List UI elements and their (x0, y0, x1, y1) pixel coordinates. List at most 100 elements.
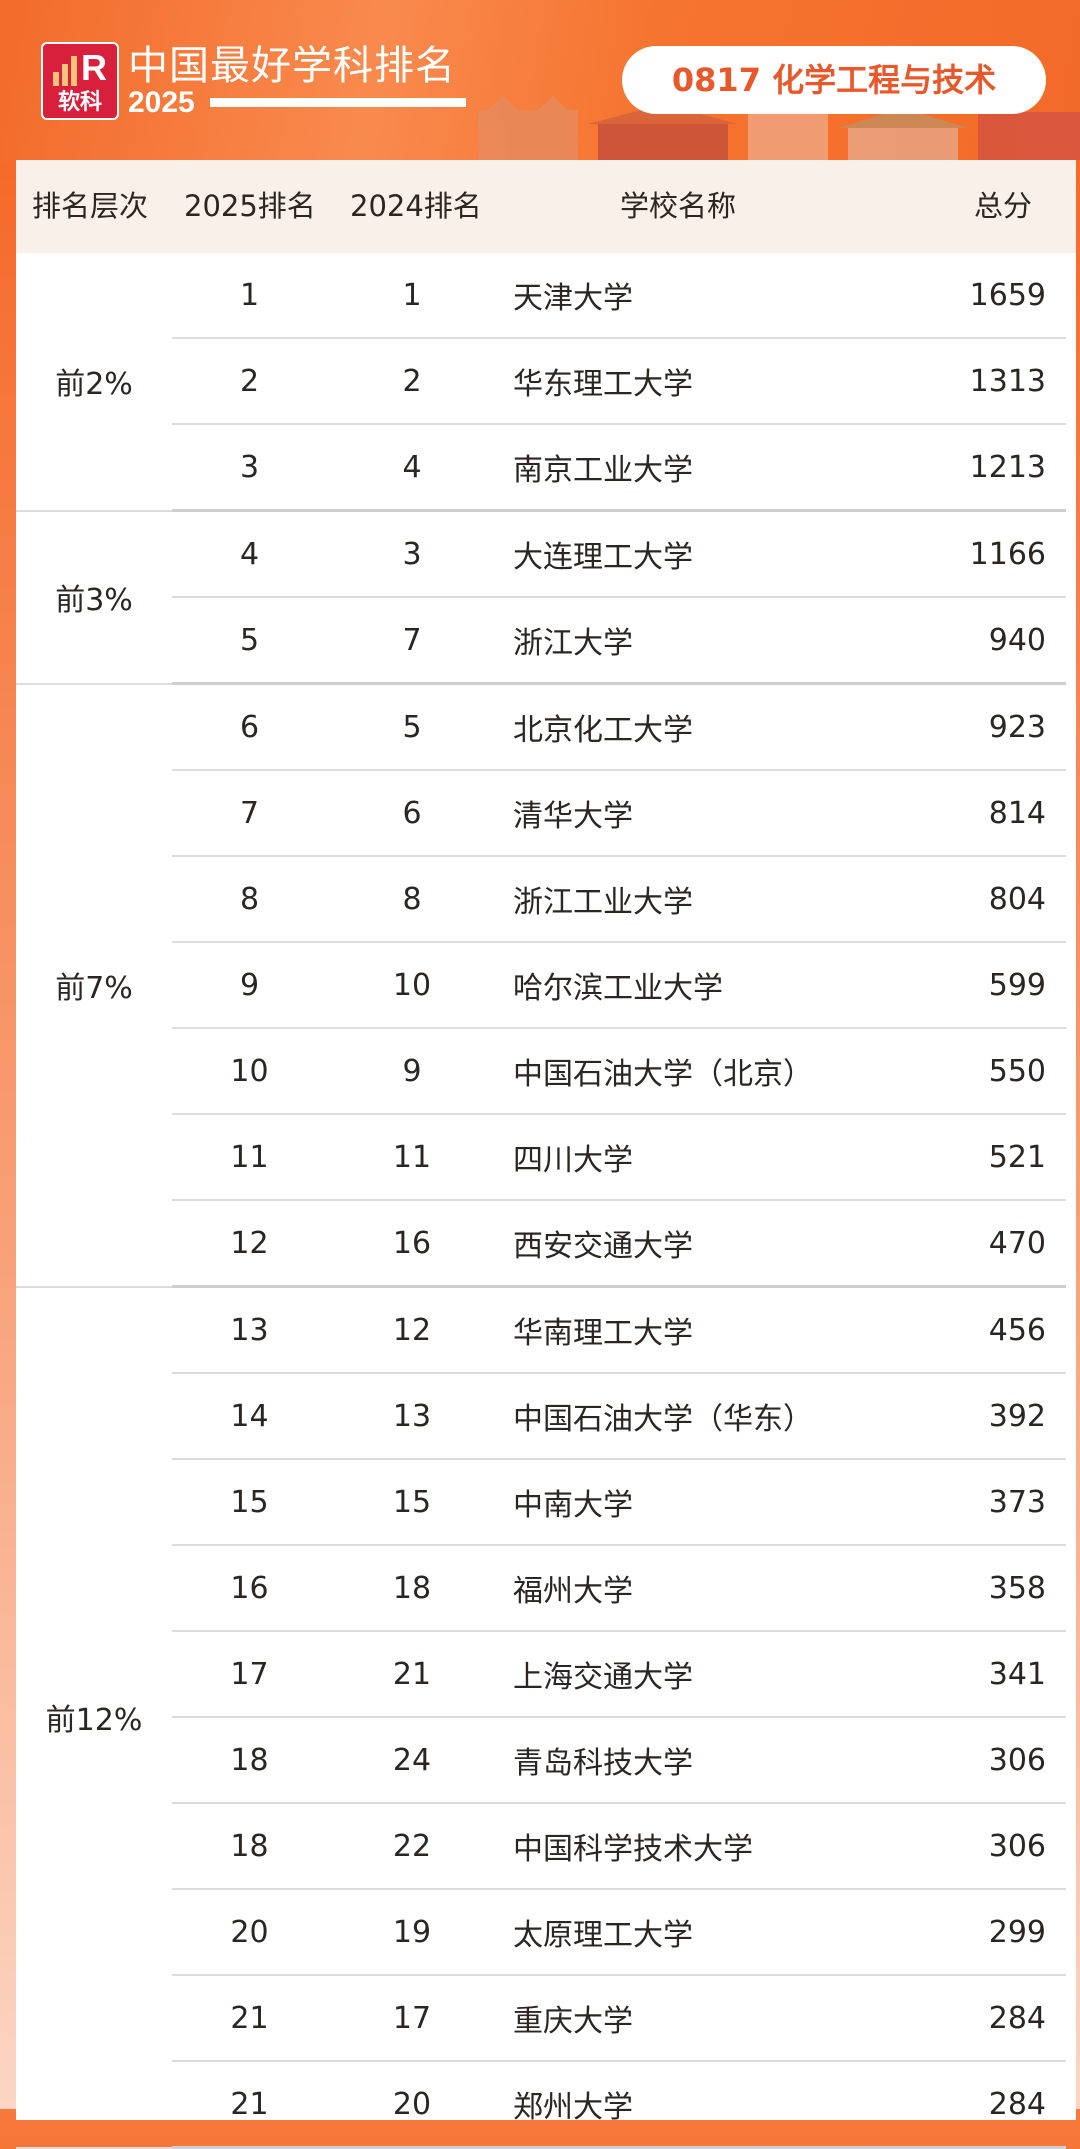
school-name-cell: 中南大学 (497, 1459, 886, 1546)
rank-2025-cell: 12 (172, 1200, 327, 1288)
rank-2025-cell: 3 (172, 424, 327, 512)
table-row: 7 6 清华大学 814 (16, 770, 1066, 857)
score-cell: 392 (886, 1373, 1066, 1460)
score-cell: 814 (886, 770, 1066, 857)
column-header-rank-2024: 2024排名 (350, 189, 482, 223)
rank-2025-cell: 9 (172, 942, 327, 1029)
score-cell: 521 (886, 1114, 1066, 1201)
school-name-cell: 中国石油大学（北京） (497, 1028, 886, 1115)
table-row: 2 2 华东理工大学 1313 (16, 338, 1066, 425)
rank-2024-cell: 6 (327, 770, 497, 857)
school-name-cell: 四川大学 (497, 1114, 886, 1201)
rank-2025-cell: 7 (172, 770, 327, 857)
school-name-cell: 上海交通大学 (497, 1631, 886, 1718)
rank-2025-cell: 5 (172, 597, 327, 685)
tier-cell: 前12% (16, 1286, 172, 2149)
table-row: 3 4 南京工业大学 1213 (16, 424, 1066, 512)
table-row: 11 11 四川大学 521 (16, 1114, 1066, 1201)
score-cell: 804 (886, 856, 1066, 943)
score-cell: 373 (886, 1459, 1066, 1546)
table-row: 18 22 中国科学技术大学 306 (16, 1803, 1066, 1890)
school-name-cell: 浙江大学 (497, 597, 886, 685)
rank-2024-cell: 7 (327, 597, 497, 685)
rank-2024-cell: 17 (327, 1975, 497, 2062)
rank-2025-cell: 20 (172, 1889, 327, 1976)
table-header: 排名层次 2025排名 2024排名 学校名称 总分 (16, 160, 1076, 253)
school-name-cell: 青岛科技大学 (497, 1717, 886, 1804)
rank-2024-cell: 12 (327, 1286, 497, 1374)
rank-2025-cell: 18 (172, 1803, 327, 1890)
table-row: 前7% 6 5 北京化工大学 923 (16, 683, 1066, 1288)
column-header-score: 总分 (974, 189, 1033, 223)
rank-2024-cell: 1 (327, 253, 497, 339)
school-name-cell: 天津大学 (497, 253, 886, 339)
rank-2025-cell: 21 (172, 2061, 327, 2149)
rank-2025-cell: 13 (172, 1286, 327, 1374)
score-cell: 284 (886, 1975, 1066, 2062)
rank-2024-cell: 5 (327, 683, 497, 771)
rank-2025-cell: 1 (172, 253, 327, 339)
table-row: 前2% 1 1 天津大学 1659 (16, 253, 1066, 512)
column-header-school: 学校名称 (620, 189, 737, 223)
table-row: 12 16 西安交通大学 470 (16, 1200, 1066, 1288)
divider (210, 98, 466, 107)
table-row: 9 10 哈尔滨工业大学 599 (16, 942, 1066, 1029)
rank-2024-cell: 21 (327, 1631, 497, 1718)
rank-2024-cell: 3 (327, 510, 497, 598)
shanghairanking-logo: R 软科 (41, 42, 119, 120)
school-name-cell: 中国石油大学（华东） (497, 1373, 886, 1460)
school-name-cell: 大连理工大学 (497, 510, 886, 598)
rank-2025-cell: 21 (172, 1975, 327, 2062)
score-cell: 599 (886, 942, 1066, 1029)
rank-2024-cell: 10 (327, 942, 497, 1029)
score-cell: 1166 (886, 510, 1066, 598)
rank-2025-cell: 16 (172, 1545, 327, 1632)
rank-2024-cell: 2 (327, 338, 497, 425)
rank-2025-cell: 8 (172, 856, 327, 943)
rank-2024-cell: 9 (327, 1028, 497, 1115)
score-cell: 1213 (886, 424, 1066, 512)
score-cell: 341 (886, 1631, 1066, 1718)
column-header-rank-2025: 2025排名 (184, 189, 316, 223)
rank-2024-cell: 24 (327, 1717, 497, 1804)
school-name-cell: 郑州大学 (497, 2061, 886, 2149)
table-row: 21 17 重庆大学 284 (16, 1975, 1066, 2062)
tier-cell: 前2% (16, 253, 172, 512)
score-cell: 923 (886, 683, 1066, 771)
rank-2024-cell: 16 (327, 1200, 497, 1288)
rank-2024-cell: 13 (327, 1373, 497, 1460)
rank-2025-cell: 11 (172, 1114, 327, 1201)
ranking-table-card: 排名层次 2025排名 2024排名 学校名称 总分 前2% 1 1 天津大学 1659… (16, 160, 1076, 2149)
rank-2025-cell: 6 (172, 683, 327, 771)
school-name-cell: 重庆大学 (497, 1975, 886, 2062)
score-cell: 299 (886, 1889, 1066, 1976)
score-cell: 456 (886, 1286, 1066, 1374)
table-row: 16 18 福州大学 358 (16, 1545, 1066, 1632)
rank-2025-cell: 17 (172, 1631, 327, 1718)
table-row: 5 7 浙江大学 940 (16, 597, 1066, 685)
score-cell: 470 (886, 1200, 1066, 1288)
school-name-cell: 华东理工大学 (497, 338, 886, 425)
school-name-cell: 哈尔滨工业大学 (497, 942, 886, 1029)
score-cell: 550 (886, 1028, 1066, 1115)
rank-2024-cell: 11 (327, 1114, 497, 1201)
tier-cell: 前7% (16, 683, 172, 1288)
school-name-cell: 南京工业大学 (497, 424, 886, 512)
banner-header: R 软科 中国最好学科排名 2025 0817 化学工程与技术 (0, 0, 1080, 160)
school-name-cell: 浙江工业大学 (497, 856, 886, 943)
rank-2024-cell: 4 (327, 424, 497, 512)
column-header-tier: 排名层次 (32, 189, 149, 223)
brand-year: 2025 (128, 86, 195, 119)
rank-2025-cell: 14 (172, 1373, 327, 1460)
table-row: 20 19 太原理工大学 299 (16, 1889, 1066, 1976)
table-row: 10 9 中国石油大学（北京） 550 (16, 1028, 1066, 1115)
tier-cell: 前3% (16, 510, 172, 685)
score-cell: 1313 (886, 338, 1066, 425)
table-row: 14 13 中国石油大学（华东） 392 (16, 1373, 1066, 1460)
table-row: 前3% 4 3 大连理工大学 1166 (16, 510, 1066, 685)
rank-2025-cell: 4 (172, 510, 327, 598)
school-name-cell: 中国科学技术大学 (497, 1803, 886, 1890)
rank-2025-cell: 10 (172, 1028, 327, 1115)
table-row: 8 8 浙江工业大学 804 (16, 856, 1066, 943)
score-cell: 1659 (886, 253, 1066, 339)
